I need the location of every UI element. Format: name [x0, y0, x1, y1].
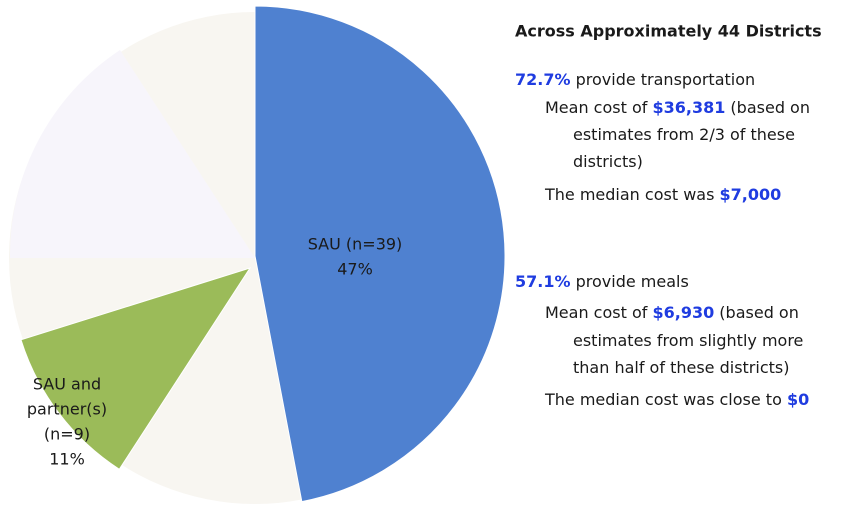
body-text: estimates from slightly more — [573, 331, 803, 350]
slice-label: partner(s) — [27, 400, 107, 419]
highlight-text: 72.7% — [515, 70, 571, 89]
bullet-line: 57.1% provide meals — [515, 272, 689, 291]
pie-slice — [20, 267, 252, 470]
highlight-text: 57.1% — [515, 272, 571, 291]
body-text: than half of these districts) — [573, 358, 789, 377]
pie-slice — [254, 5, 506, 503]
body-text: The median cost was — [544, 185, 720, 204]
heading: Across Approximately 44 Districts — [515, 22, 822, 41]
body-text: provide transportation — [571, 70, 756, 89]
body-text: districts) — [573, 152, 643, 171]
bullet-line: 72.7% provide transportation — [515, 70, 755, 89]
faded-slice — [9, 50, 255, 258]
bullet-line: districts) — [573, 152, 643, 171]
body-text: Mean cost of — [545, 98, 652, 117]
body-text: Mean cost of — [545, 303, 652, 322]
bullet-line: The median cost was close to $0 — [544, 390, 809, 409]
body-text: (based on — [714, 303, 799, 322]
bullet-line: Mean cost of $36,381 (based on — [545, 98, 810, 117]
body-text: (based on — [725, 98, 810, 117]
slice-label: SAU and — [33, 375, 101, 394]
slice-label: SAU (n=39) — [308, 235, 403, 254]
highlight-text: $36,381 — [652, 98, 725, 117]
slice-label: (n=9) — [44, 425, 90, 444]
bullet-line: than half of these districts) — [573, 358, 789, 377]
bullet-line: Mean cost of $6,930 (based on — [545, 303, 799, 322]
bullet-line: estimates from 2/3 of these — [573, 125, 795, 144]
body-text: estimates from 2/3 of these — [573, 125, 795, 144]
body-text: The median cost was close to — [544, 390, 787, 409]
slice-value-label: 47% — [337, 260, 373, 279]
highlight-text: $0 — [787, 390, 809, 409]
slice-value-label: 11% — [49, 450, 85, 469]
body-text: provide meals — [571, 272, 689, 291]
bullet-line: The median cost was $7,000 — [544, 185, 781, 204]
bullet-line: estimates from slightly more — [573, 331, 803, 350]
highlight-text: $7,000 — [720, 185, 782, 204]
highlight-text: $6,930 — [652, 303, 714, 322]
